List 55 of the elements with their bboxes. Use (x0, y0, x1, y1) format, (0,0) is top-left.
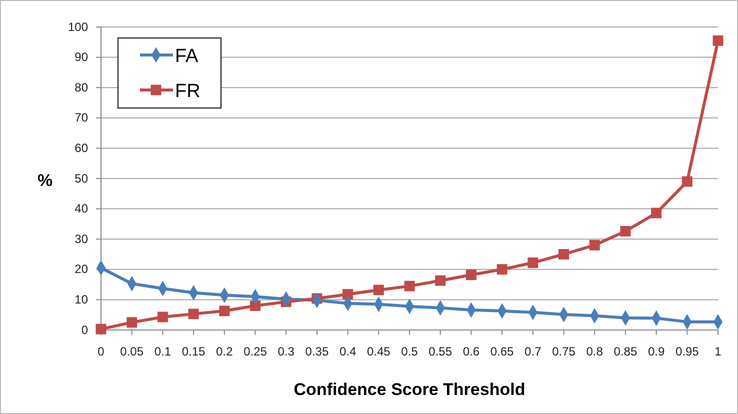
y-tick-label: 50 (74, 171, 88, 186)
x-tick-label: 0.35 (305, 344, 329, 359)
x-tick-label: 0.5 (401, 344, 418, 359)
point (188, 308, 199, 320)
x-tick-label: 0.15 (182, 344, 206, 359)
y-tick-label: 10 (74, 292, 88, 307)
point (157, 312, 168, 322)
x-tick-label: 0.45 (366, 344, 391, 359)
point (373, 284, 384, 296)
legend-label: FR (175, 81, 200, 102)
x-tick-label: 0.25 (244, 344, 268, 359)
point (682, 176, 692, 187)
point (126, 317, 138, 328)
y-axis-title: % (37, 171, 53, 190)
legend-label: FA (175, 46, 199, 67)
point (651, 208, 662, 218)
x-tick-label: 0.95 (675, 344, 700, 359)
point (589, 240, 600, 250)
y-tick-label: 20 (74, 262, 88, 276)
x-tick-label: 0.65 (490, 344, 514, 359)
x-tick-label: 0.1 (154, 344, 172, 359)
y-tick-label: 70 (74, 110, 88, 125)
x-tick-label: 0.4 (339, 344, 356, 359)
x-tick-label: 0.75 (552, 344, 576, 359)
point (712, 35, 724, 46)
point (528, 257, 538, 268)
x-tick-label: 1 (714, 344, 722, 359)
y-tick-label: 80 (74, 80, 88, 94)
y-tick-label: 100 (68, 20, 88, 34)
x-tick-label: 0.9 (648, 344, 665, 359)
x-tick-label: 0.7 (524, 344, 542, 359)
point (404, 280, 415, 292)
point (96, 324, 106, 334)
point (558, 249, 569, 260)
point (250, 300, 260, 312)
y-tick-label: 40 (74, 202, 88, 216)
y-tick-label: 90 (74, 50, 88, 64)
point (496, 264, 508, 275)
point (620, 226, 631, 236)
y-tick-label: 30 (74, 232, 88, 246)
x-axis-title: Confidence Score Threshold (294, 380, 526, 399)
x-tick-label: 0.05 (120, 344, 144, 359)
x-tick-label: 0.3 (278, 344, 295, 359)
x-tick-label: 0 (98, 344, 105, 359)
x-tick-label: 0.6 (462, 344, 480, 359)
point (219, 306, 230, 316)
x-tick-label: 0.2 (216, 344, 234, 359)
x-tick-label: 0.8 (586, 344, 604, 359)
point (435, 275, 446, 286)
point (466, 270, 476, 280)
point (342, 289, 354, 300)
y-tick-label: 60 (74, 141, 88, 156)
x-tick-label: 0.85 (614, 344, 638, 359)
y-tick-label: 0 (81, 322, 88, 337)
x-tick-label: 0.55 (428, 344, 452, 359)
